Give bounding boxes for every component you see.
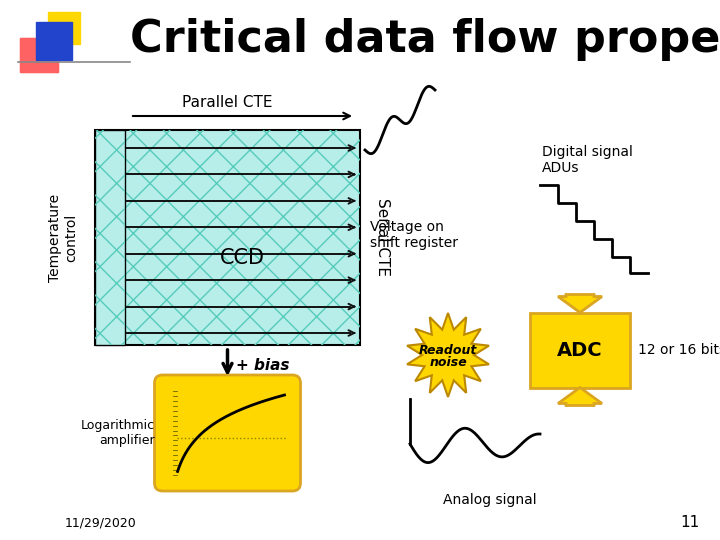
FancyBboxPatch shape — [155, 375, 300, 491]
FancyArrow shape — [558, 294, 602, 313]
Text: Voltage on
shift register: Voltage on shift register — [370, 220, 458, 250]
Bar — [95, 130, 360, 345]
Text: Serial CTE: Serial CTE — [374, 199, 390, 276]
Text: ADC: ADC — [557, 341, 603, 360]
FancyArrow shape — [558, 388, 602, 406]
Text: Logarithmic
amplifier: Logarithmic amplifier — [81, 419, 155, 447]
Text: 11/29/2020: 11/29/2020 — [65, 517, 137, 530]
Bar — [95, 130, 125, 345]
Bar — [95, 130, 125, 345]
Polygon shape — [407, 313, 489, 397]
Text: 12 or 16 bits: 12 or 16 bits — [638, 343, 720, 357]
Text: + bias: + bias — [235, 357, 289, 373]
Text: Readout: Readout — [419, 343, 477, 356]
Bar — [20, 38, 58, 72]
Text: CCD: CCD — [220, 247, 265, 267]
Bar — [36, 22, 72, 60]
Bar — [530, 313, 630, 388]
Text: 11: 11 — [680, 515, 700, 530]
Text: Analog signal: Analog signal — [444, 493, 537, 507]
Text: noise: noise — [429, 356, 467, 369]
Text: Parallel CTE: Parallel CTE — [182, 95, 273, 110]
Bar — [48, 12, 80, 44]
Text: Temperature
control: Temperature control — [48, 193, 78, 281]
Text: Critical data flow properties: Critical data flow properties — [130, 18, 720, 61]
Bar — [95, 130, 360, 345]
Text: Digital signal
ADUs: Digital signal ADUs — [542, 145, 633, 175]
Bar — [20, 38, 58, 72]
